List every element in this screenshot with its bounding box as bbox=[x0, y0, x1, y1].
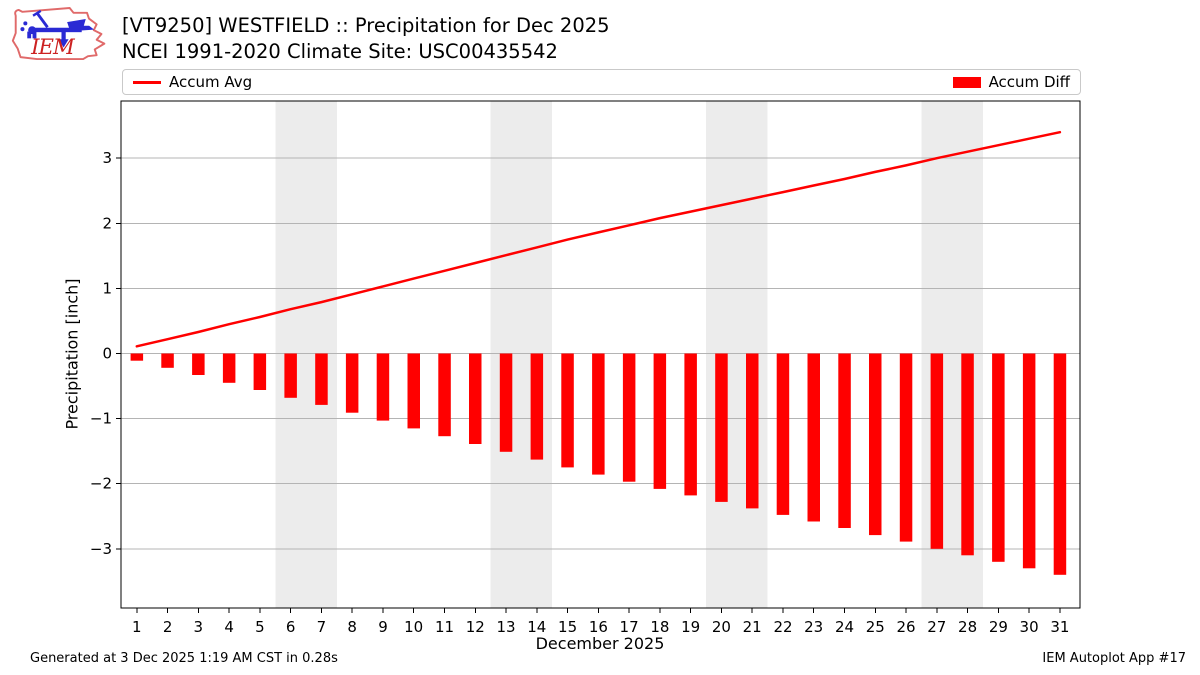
y-tick-label: −2 bbox=[90, 475, 112, 493]
accum-diff-bar bbox=[222, 353, 236, 383]
y-tick-label: −1 bbox=[90, 410, 112, 428]
x-tick-label: 27 bbox=[927, 618, 946, 636]
x-tick-label: 23 bbox=[804, 618, 823, 636]
x-tick-label: 13 bbox=[496, 618, 515, 636]
accum-diff-bar bbox=[622, 353, 636, 482]
accum-diff-bar-swatch-icon bbox=[952, 76, 981, 88]
accum-diff-bar bbox=[992, 353, 1005, 562]
accum-diff-bar bbox=[192, 353, 205, 375]
x-tick-label: 31 bbox=[1050, 618, 1069, 636]
accum-diff-bar bbox=[376, 353, 390, 421]
accum-diff-bar bbox=[746, 353, 759, 509]
weather-vane-icon bbox=[20, 9, 95, 48]
x-tick-label: 9 bbox=[378, 618, 388, 636]
x-tick-label: 11 bbox=[435, 618, 454, 636]
accum-diff-bar bbox=[838, 353, 851, 528]
x-tick-label: 21 bbox=[743, 618, 762, 636]
generated-timestamp: Generated at 3 Dec 2025 1:19 AM CST in 0… bbox=[30, 651, 338, 666]
x-tick-label: 24 bbox=[835, 618, 854, 636]
legend-accum-diff-label: Accum Diff bbox=[988, 73, 1070, 91]
x-tick-label: 29 bbox=[989, 618, 1008, 636]
accum-diff-bar bbox=[407, 353, 420, 429]
accum-diff-bar bbox=[899, 353, 913, 542]
logo-iem-label: IEM bbox=[30, 34, 76, 59]
x-tick-label: 15 bbox=[558, 618, 577, 636]
legend-accum-avg-label: Accum Avg bbox=[169, 73, 253, 91]
accum-diff-bar bbox=[253, 353, 267, 390]
x-tick-label: 30 bbox=[1020, 618, 1039, 636]
x-tick-label: 6 bbox=[286, 618, 296, 636]
accum-diff-bar bbox=[469, 353, 482, 444]
x-tick-label: 12 bbox=[466, 618, 485, 636]
accum-diff-bar bbox=[869, 353, 882, 536]
accum-diff-bar bbox=[561, 353, 574, 468]
accum-avg-line bbox=[135, 130, 1062, 348]
accum-diff-bar bbox=[345, 353, 359, 413]
accum-diff-bar bbox=[1053, 353, 1067, 575]
legend: Accum Avg Accum Diff bbox=[122, 69, 1081, 95]
y-tick-label: 2 bbox=[102, 214, 112, 232]
accum-diff-bar bbox=[715, 353, 728, 502]
accum-diff-bar bbox=[130, 353, 144, 361]
x-tick-label: 14 bbox=[527, 618, 546, 636]
x-tick-label: 4 bbox=[224, 618, 234, 636]
x-tick-label: 17 bbox=[620, 618, 639, 636]
legend-item-accum-avg: Accum Avg bbox=[123, 73, 262, 91]
accum-diff-bar bbox=[930, 353, 944, 549]
x-tick-label: 5 bbox=[255, 618, 265, 636]
accum-diff-bar bbox=[592, 353, 605, 475]
plot-border bbox=[120, 100, 1081, 609]
y-tick-label: 1 bbox=[102, 279, 112, 297]
x-tick-label: 7 bbox=[317, 618, 327, 636]
iem-logo: IEM bbox=[11, 7, 106, 61]
app-credit: IEM Autoplot App #17 bbox=[1042, 651, 1186, 666]
title-line-2: NCEI 1991-2020 Climate Site: USC00435542 bbox=[122, 40, 558, 63]
x-axis-label: December 2025 bbox=[535, 634, 665, 653]
x-tick-label: 25 bbox=[866, 618, 885, 636]
accum-diff-bar bbox=[1022, 353, 1036, 569]
y-axis-label: Precipitation [inch] bbox=[62, 278, 82, 430]
x-tick-label: 8 bbox=[347, 618, 357, 636]
x-tick-label: 18 bbox=[650, 618, 669, 636]
x-tick-label: 20 bbox=[712, 618, 731, 636]
x-tick-label: 22 bbox=[773, 618, 792, 636]
x-tick-label: 3 bbox=[194, 618, 204, 636]
accum-diff-bar bbox=[315, 353, 328, 405]
title-line-1: [VT9250] WESTFIELD :: Precipitation for … bbox=[122, 14, 610, 37]
x-tick-label: 16 bbox=[589, 618, 608, 636]
x-tick-label: 26 bbox=[896, 618, 915, 636]
accum-diff-bar bbox=[684, 353, 697, 496]
chart-title: [VT9250] WESTFIELD :: Precipitation for … bbox=[122, 13, 610, 65]
x-tick-label: 28 bbox=[958, 618, 977, 636]
y-tick-label: −3 bbox=[90, 540, 112, 558]
accum-diff-bar bbox=[161, 353, 174, 368]
accum-diff-bar bbox=[653, 353, 667, 489]
accum-avg-line-swatch-icon bbox=[133, 80, 161, 84]
accum-diff-bar bbox=[961, 353, 974, 556]
legend-item-accum-diff: Accum Diff bbox=[943, 73, 1080, 91]
accum-diff-bar bbox=[776, 353, 790, 515]
y-tick-label: 3 bbox=[102, 149, 112, 167]
accum-diff-bar bbox=[284, 353, 297, 398]
x-tick-label: 19 bbox=[681, 618, 700, 636]
y-tick-label: 0 bbox=[102, 345, 112, 363]
accum-diff-bar bbox=[438, 353, 451, 437]
accum-diff-bar bbox=[530, 353, 544, 460]
accum-diff-bar bbox=[807, 353, 820, 522]
accum-diff-bar bbox=[499, 353, 513, 452]
x-tick-label: 10 bbox=[404, 618, 423, 636]
x-tick-label: 1 bbox=[132, 618, 142, 636]
x-tick-label: 2 bbox=[163, 618, 173, 636]
